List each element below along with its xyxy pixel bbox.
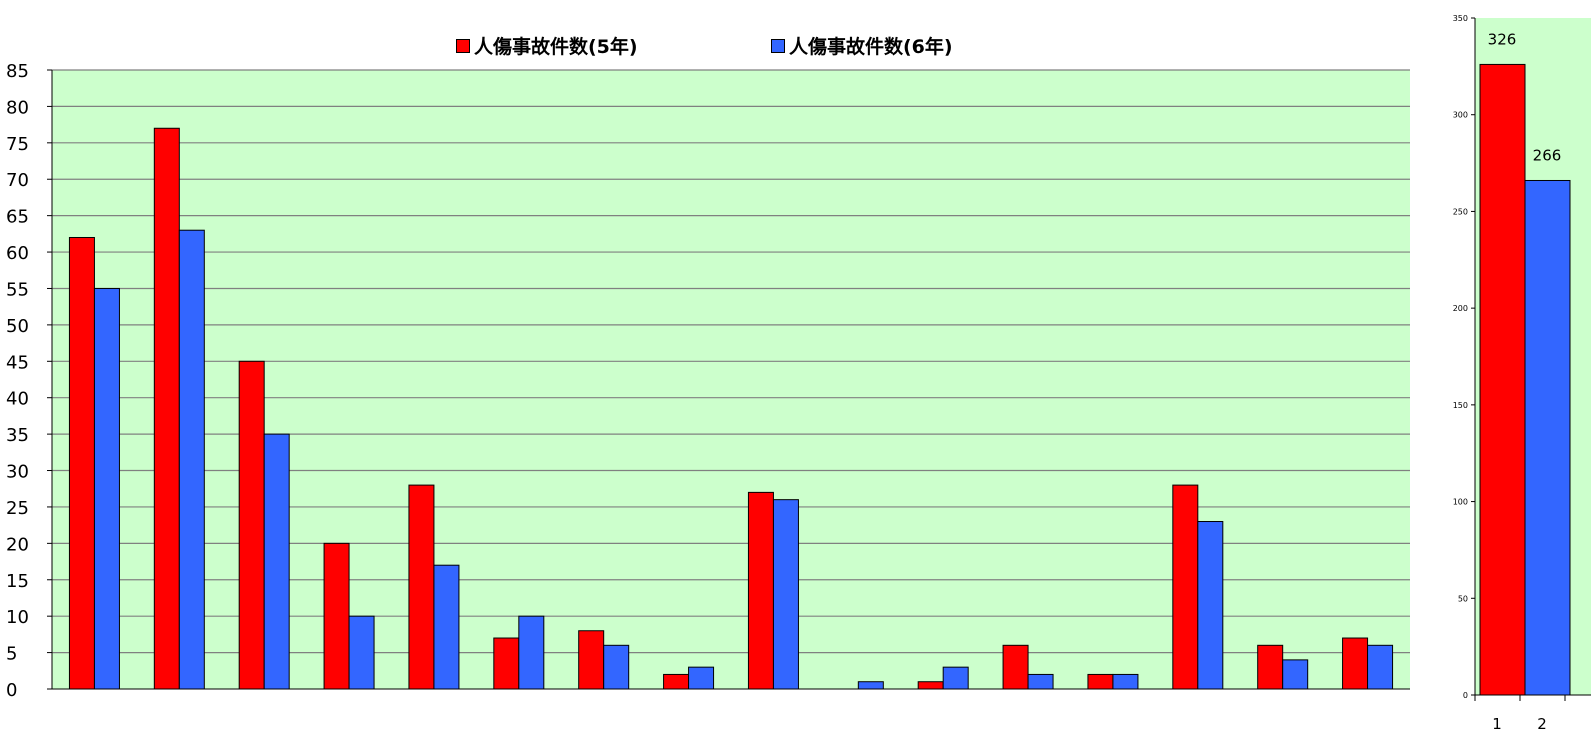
bar-5yr-8: [663, 673, 690, 690]
legend-label-5yr: 人傷事故件数(5年): [474, 36, 638, 58]
side-y-tick-label: 300: [1453, 111, 1468, 120]
total-data-label-1: 326: [1488, 30, 1517, 48]
side-x-tick-label: 1: [1492, 715, 1502, 733]
total-bar-chart: 0 50 100 150 200 250 300 350 326 1 266 2: [1453, 14, 1591, 733]
bar-6yr-16: [1367, 644, 1394, 690]
bar-5yr-5: [408, 484, 435, 690]
bar-6yr-4: [348, 615, 375, 690]
bar-5yr-15: [1257, 644, 1284, 690]
legend-item-5yr: 人傷事故件数(5年): [456, 32, 638, 59]
bar-5yr-2: [153, 127, 180, 690]
bar-5yr-16: [1342, 637, 1369, 690]
y-tick-label: 0: [6, 680, 17, 701]
legend-swatch-6yr: [771, 38, 785, 53]
bar-6yr-7: [603, 644, 630, 690]
side-x-tick-label: 2: [1537, 715, 1547, 733]
main-bar-chart: 0 5 10 15 20 25 30 35 40 45 50 55 60 65 70 75 80 85: [6, 61, 1410, 701]
y-tick-label: 20: [6, 534, 29, 555]
y-tick-label: 65: [6, 207, 29, 228]
total-bar-2: [1524, 179, 1571, 696]
bar-6yr-13: [1112, 673, 1139, 690]
legend-item-6yr: 人傷事故件数(6年): [771, 32, 953, 59]
bar-6yr-8: [688, 666, 715, 690]
bar-5yr-3: [238, 360, 265, 690]
bar-6yr-6: [518, 615, 545, 690]
y-tick-label: 55: [6, 279, 29, 300]
bar-5yr-12: [1002, 644, 1029, 690]
side-y-tick-label: 0: [1463, 691, 1468, 700]
legend-swatch-5yr: [456, 38, 470, 53]
side-y-tick-label: 250: [1453, 207, 1468, 216]
y-tick-label: 5: [6, 644, 17, 665]
bar-6yr-9: [772, 499, 799, 690]
bar-6yr-5: [433, 564, 460, 690]
side-y-tick-label: 150: [1453, 401, 1468, 410]
total-data-label-2: 266: [1533, 146, 1562, 164]
bar-5yr-13: [1087, 673, 1114, 690]
y-tick-label: 80: [6, 97, 29, 118]
y-tick-label: 15: [6, 571, 29, 592]
total-bar-1: [1479, 63, 1526, 696]
side-y-tick-label: 200: [1453, 304, 1468, 313]
side-y-tick-label: 50: [1458, 594, 1468, 603]
bar-6yr-1: [93, 287, 120, 690]
y-tick-label: 75: [6, 134, 29, 155]
y-tick-label: 50: [6, 316, 29, 337]
bar-6yr-12: [1027, 673, 1054, 690]
bar-5yr-11: [917, 681, 944, 690]
y-tick-label: 45: [6, 352, 29, 373]
y-tick-label: 40: [6, 389, 29, 410]
bar-6yr-3: [263, 433, 290, 690]
side-y-tick-label: 100: [1453, 498, 1468, 507]
y-tick-label: 25: [6, 498, 29, 519]
bar-5yr-1: [68, 236, 95, 690]
bar-6yr-11: [942, 666, 969, 690]
y-tick-label: 30: [6, 462, 29, 483]
bar-6yr-10: [857, 681, 884, 690]
bar-6yr-15: [1282, 659, 1309, 690]
legend-label-6yr: 人傷事故件数(6年): [789, 36, 953, 58]
side-y-tick-label: 350: [1453, 14, 1468, 23]
bar-5yr-4: [323, 542, 350, 690]
y-tick-label: 70: [6, 170, 29, 191]
bar-5yr-7: [578, 630, 605, 690]
y-tick-label: 35: [6, 425, 29, 446]
bar-6yr-2: [178, 229, 205, 690]
bar-5yr-14: [1172, 484, 1199, 690]
y-tick-label: 85: [6, 61, 29, 82]
y-tick-label: 10: [6, 607, 29, 628]
y-tick-label: 60: [6, 243, 29, 264]
bar-6yr-14: [1197, 521, 1224, 690]
bar-5yr-6: [493, 637, 520, 690]
bar-5yr-9: [747, 491, 774, 690]
